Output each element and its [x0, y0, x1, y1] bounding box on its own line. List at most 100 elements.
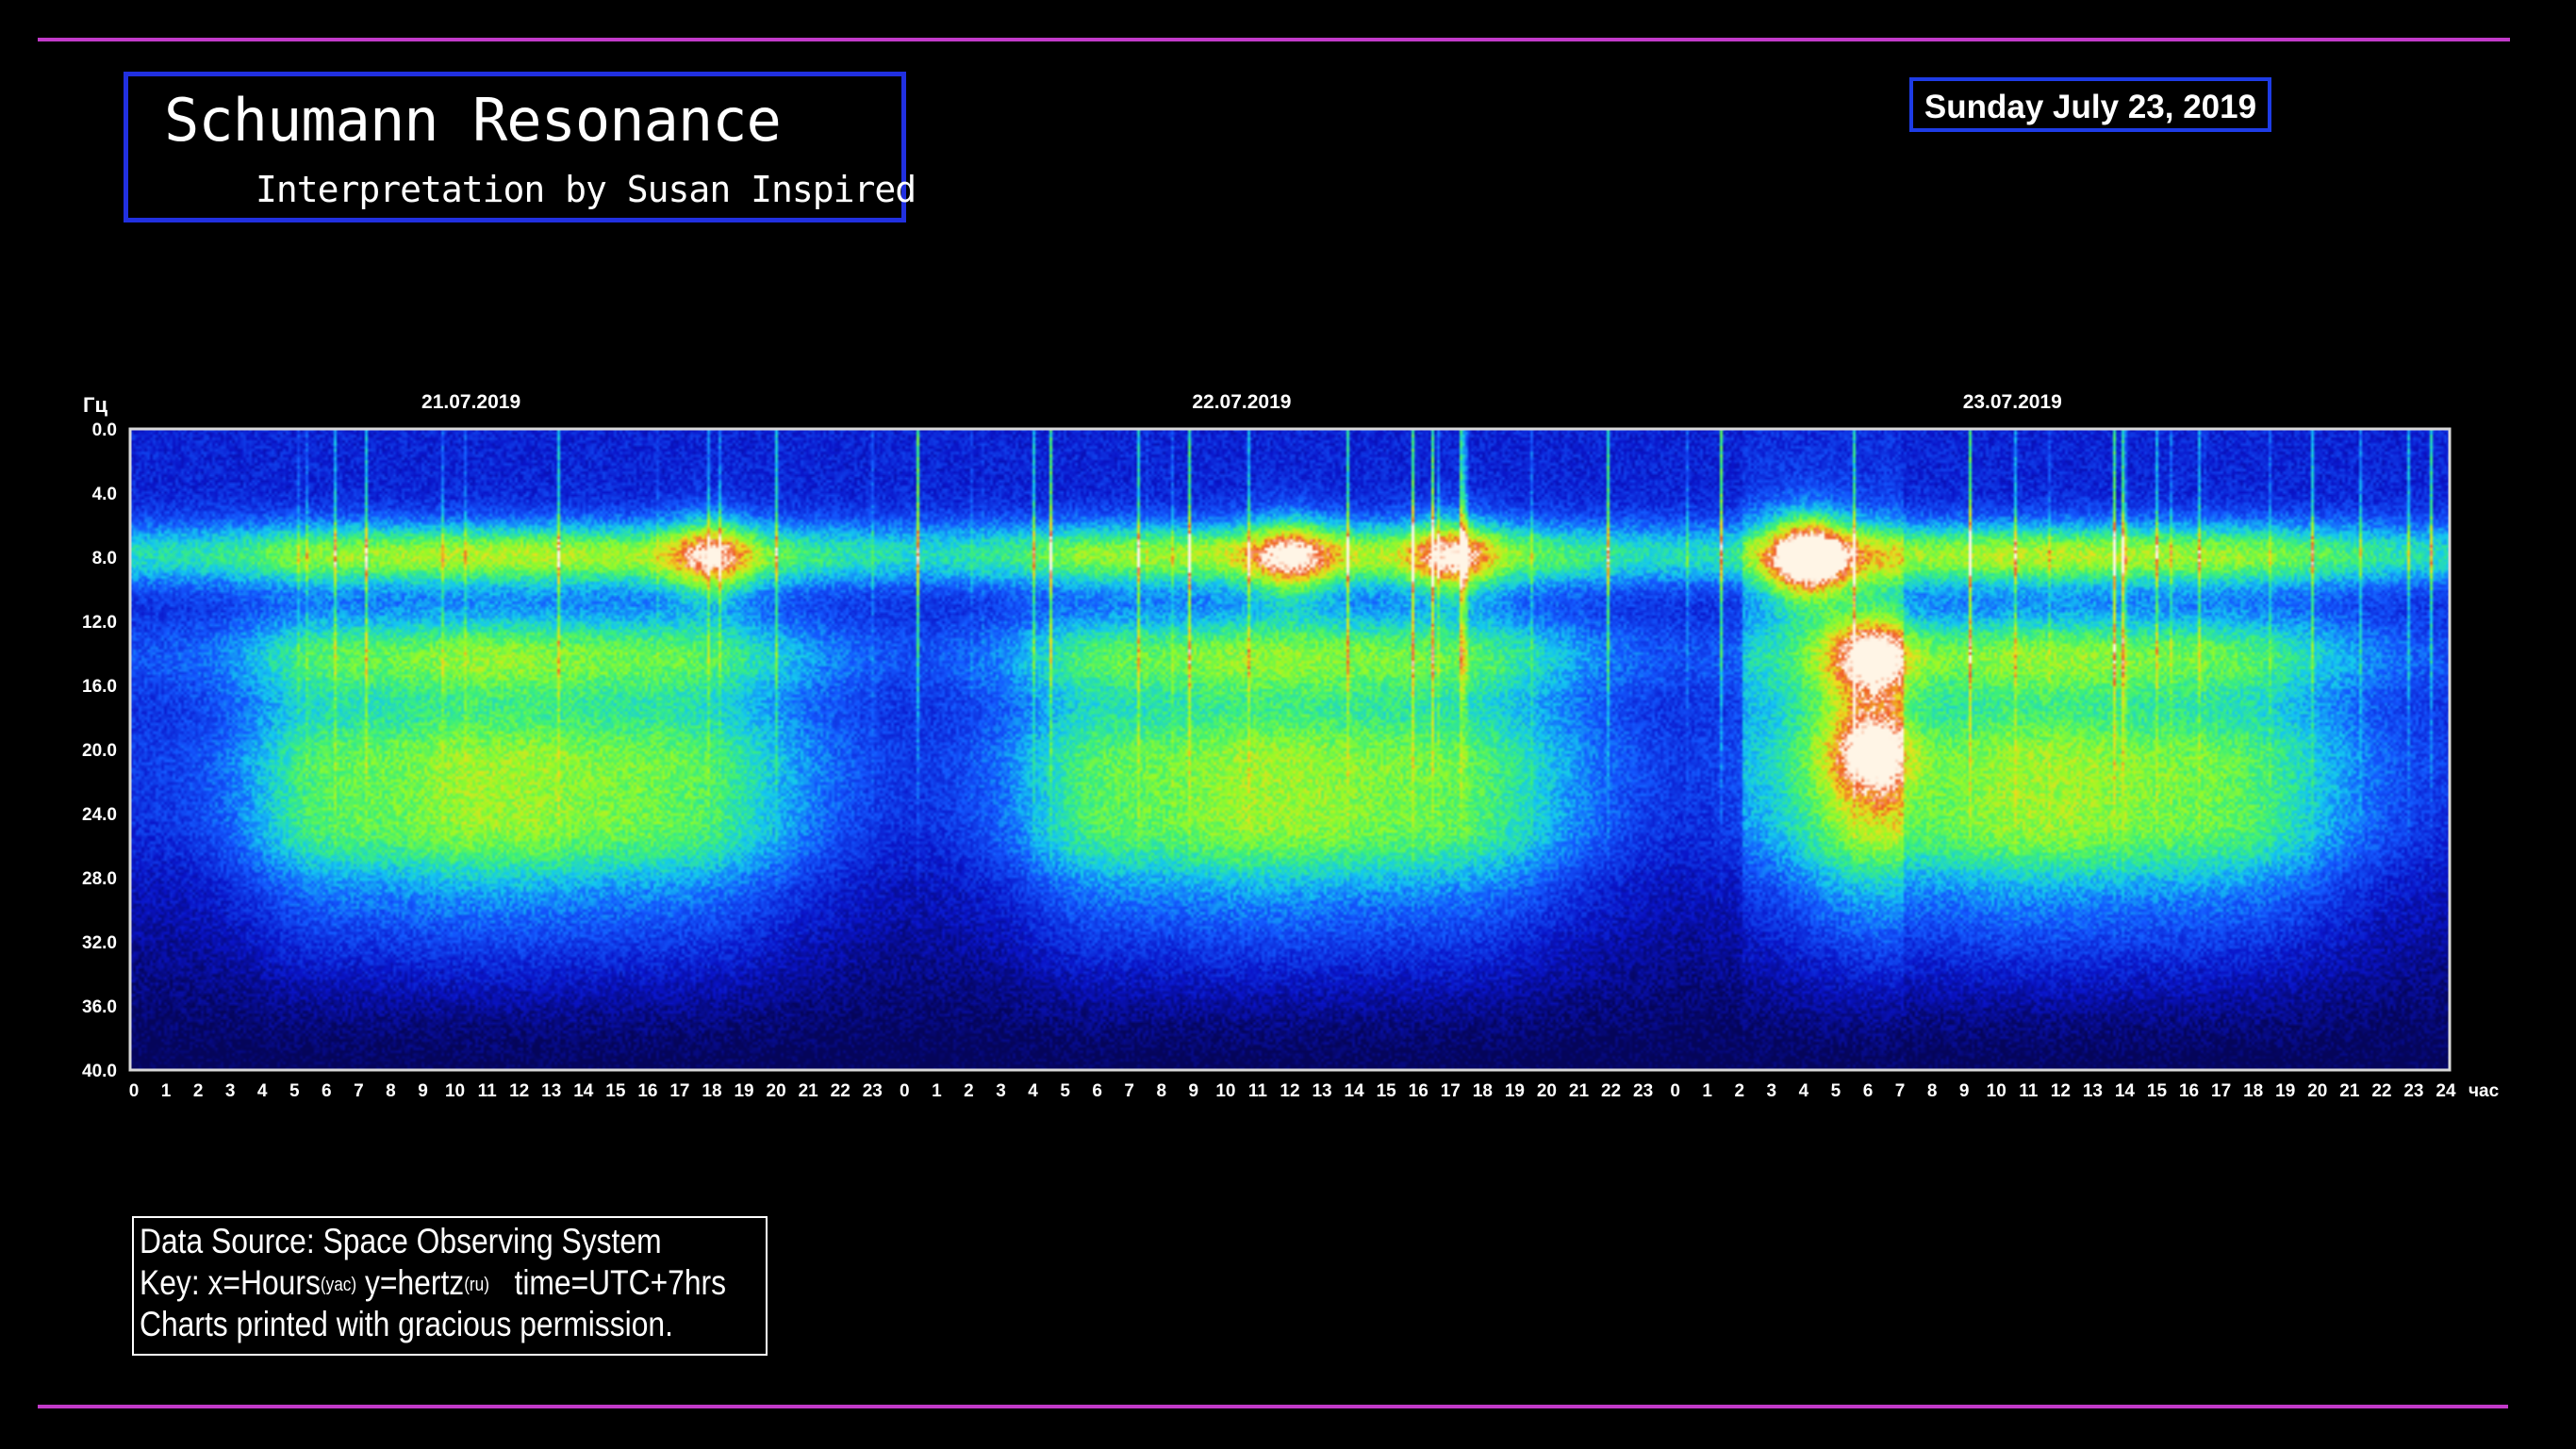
spectrogram-chart: Гц 0.0 4.0 8.0 12.0 16.0 20.0 24.0 28.0 32.0 36.0 4…	[36, 361, 2510, 1115]
x-tick-label: 10	[1987, 1081, 2006, 1101]
key-y: y=hertz	[364, 1263, 465, 1302]
x-tick-label: 6	[322, 1081, 332, 1101]
key-x: Key: x=Hours	[140, 1263, 321, 1302]
x-tick-label: 8	[1927, 1081, 1938, 1101]
data-source-key: Data Source: Space Observing System Key:…	[132, 1216, 768, 1356]
x-tick-label: 21	[2339, 1081, 2360, 1101]
x-tick-label: 12	[2051, 1081, 2071, 1101]
x-axis-unit: час	[2469, 1081, 2500, 1101]
x-tick-label: 3	[996, 1081, 1006, 1101]
day-label: 21.07.2019	[421, 391, 520, 413]
x-tick-label: 18	[2243, 1081, 2263, 1101]
x-tick-label: 11	[478, 1081, 498, 1101]
x-tick-label: 4	[1799, 1081, 1809, 1101]
x-tick-label: 12	[509, 1081, 529, 1101]
x-tick-label: 21	[799, 1081, 819, 1101]
x-tick-label: 13	[2083, 1081, 2103, 1101]
x-tick-label: 4	[257, 1081, 268, 1101]
x-tick-label: 2	[193, 1081, 204, 1101]
x-tick-label: 22	[2371, 1081, 2391, 1101]
x-tick-label: 0	[1670, 1081, 1680, 1101]
x-tick-label: 17	[1441, 1081, 1461, 1101]
x-tick-label: 7	[354, 1081, 364, 1101]
y-tick-label: 16.0	[82, 677, 117, 697]
x-tick-label: 15	[1377, 1081, 1397, 1101]
bottom-divider	[38, 1405, 2508, 1408]
x-tick-label: 23	[863, 1081, 883, 1101]
x-tick-label: 2	[1734, 1081, 1744, 1101]
page-title: Schumann Resonance	[164, 86, 782, 155]
x-tick-label: 1	[932, 1081, 942, 1101]
x-tick-label: 23	[2403, 1081, 2423, 1101]
x-tick-label: 11	[1248, 1081, 1268, 1101]
date-badge: Sunday July 23, 2019	[1909, 77, 2271, 132]
x-tick-label: 3	[225, 1081, 236, 1101]
key-line: Key: x=Hours(yac) y=hertz(ru) time=UTC+7…	[140, 1263, 726, 1303]
x-tick-label: 8	[1156, 1081, 1166, 1101]
key-x-unit: (yac)	[320, 1275, 357, 1295]
y-tick-label: 8.0	[92, 549, 117, 568]
x-tick-label: 6	[1092, 1081, 1102, 1101]
y-axis-label: Гц	[83, 393, 107, 417]
x-tick-label: 20	[1537, 1081, 1557, 1101]
key-y-unit: (ru)	[464, 1275, 489, 1295]
x-tick-label: 9	[1959, 1081, 1970, 1101]
x-tick-label: 14	[573, 1081, 594, 1101]
x-tick-label: 9	[1189, 1081, 1199, 1101]
x-tick-label: 5	[1060, 1081, 1070, 1101]
page-subtitle: Interpretation by Susan Inspired	[256, 169, 916, 210]
x-tick-label: 18	[1473, 1081, 1493, 1101]
x-tick-label: 0	[129, 1081, 140, 1101]
title-box: Schumann Resonance Interpretation by Sus…	[124, 72, 916, 222]
chart-axes: Гц 0.0 4.0 8.0 12.0 16.0 20.0 24.0 28.0 32.0 36.0 4…	[82, 391, 2500, 1101]
day-label: 23.07.2019	[1963, 391, 2062, 413]
x-tick-label: 9	[418, 1081, 428, 1101]
x-tick-label: 17	[669, 1081, 689, 1101]
y-tick-label: 12.0	[82, 613, 117, 633]
y-tick-label: 24.0	[82, 805, 117, 825]
x-tick-label: 14	[2115, 1081, 2136, 1101]
x-tick-label: 6	[1863, 1081, 1874, 1101]
x-tick-label: 5	[289, 1081, 300, 1101]
x-tick-label: 1	[1702, 1081, 1712, 1101]
permission-line: Charts printed with gracious permission.	[140, 1305, 673, 1343]
x-tick-label: 10	[445, 1081, 465, 1101]
x-tick-label: 20	[2307, 1081, 2327, 1101]
key-time: time=UTC+7hrs	[514, 1263, 727, 1302]
x-tick-label: 23	[1633, 1081, 1653, 1101]
day-label: 22.07.2019	[1192, 391, 1291, 413]
x-tick-label: 15	[605, 1081, 626, 1101]
x-tick-label: 17	[2211, 1081, 2231, 1101]
x-tick-label: 8	[386, 1081, 396, 1101]
x-tick-label: 7	[1895, 1081, 1906, 1101]
x-tick-label: 2	[964, 1081, 974, 1101]
data-source-line: Data Source: Space Observing System	[140, 1222, 662, 1260]
x-tick-label: 13	[1312, 1081, 1331, 1101]
x-tick-label: 10	[1215, 1081, 1235, 1101]
x-tick-label: 16	[1409, 1081, 1428, 1101]
x-tick-label: 12	[1280, 1081, 1299, 1101]
x-tick-label: 11	[2019, 1081, 2039, 1101]
x-tick-label: 4	[1028, 1081, 1038, 1101]
x-tick-label: 21	[1569, 1081, 1590, 1101]
x-tick-label: 19	[734, 1081, 753, 1101]
x-tick-label: 22	[831, 1081, 850, 1101]
x-tick-label: 3	[1767, 1081, 1777, 1101]
x-tick-label: 19	[2275, 1081, 2295, 1101]
x-tick-label: 19	[1505, 1081, 1525, 1101]
y-tick-label: 4.0	[92, 485, 117, 504]
x-tick-label: 20	[767, 1081, 786, 1101]
y-tick-label: 20.0	[82, 741, 117, 761]
x-tick-label: 1	[161, 1081, 172, 1101]
x-tick-label: 14	[1345, 1081, 1365, 1101]
x-tick-label: 24	[2436, 1081, 2456, 1101]
x-tick-label: 13	[541, 1081, 561, 1101]
y-tick-label: 28.0	[82, 869, 117, 889]
y-tick-label: 36.0	[82, 997, 117, 1017]
y-tick-label: 0.0	[92, 420, 117, 440]
y-tick-label: 40.0	[82, 1062, 117, 1081]
x-tick-label: 16	[2179, 1081, 2199, 1101]
x-tick-label: 5	[1831, 1081, 1841, 1101]
x-tick-label: 16	[637, 1081, 657, 1101]
x-tick-label: 15	[2147, 1081, 2168, 1101]
